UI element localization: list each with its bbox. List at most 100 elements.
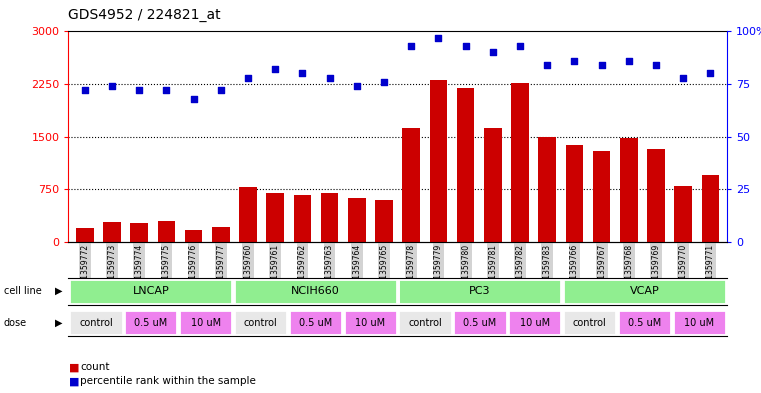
Bar <box>266 193 284 242</box>
Point <box>378 79 390 85</box>
Text: 10 uM: 10 uM <box>684 318 715 328</box>
Text: 10 uM: 10 uM <box>355 318 385 328</box>
Bar <box>348 198 366 242</box>
Bar <box>620 138 638 242</box>
Text: GSM1359775: GSM1359775 <box>162 244 171 295</box>
Text: GSM1359770: GSM1359770 <box>679 244 688 295</box>
Text: ▶: ▶ <box>55 286 62 296</box>
Bar <box>403 128 420 242</box>
Point <box>323 75 336 81</box>
Text: PC3: PC3 <box>469 286 491 296</box>
Bar <box>484 128 501 242</box>
Bar <box>343 310 396 335</box>
Text: dose: dose <box>4 318 27 328</box>
Text: GSM1359780: GSM1359780 <box>461 244 470 295</box>
Bar <box>212 227 230 242</box>
Point <box>596 62 608 68</box>
Point <box>705 70 717 77</box>
Bar <box>321 193 339 242</box>
Text: GSM1359778: GSM1359778 <box>406 244 416 295</box>
Bar <box>673 310 726 335</box>
Text: control: control <box>573 318 607 328</box>
Point <box>622 58 635 64</box>
Bar <box>179 310 232 335</box>
Bar <box>399 310 452 335</box>
Text: GSM1359771: GSM1359771 <box>706 244 715 295</box>
Point <box>460 43 472 49</box>
Bar <box>429 81 447 242</box>
Text: NCIH660: NCIH660 <box>291 286 339 296</box>
Point <box>514 43 526 49</box>
Text: 0.5 uM: 0.5 uM <box>299 318 332 328</box>
Text: GSM1359763: GSM1359763 <box>325 244 334 295</box>
Text: GSM1359760: GSM1359760 <box>244 244 253 295</box>
Bar <box>185 230 202 242</box>
Point <box>296 70 308 77</box>
Text: GSM1359765: GSM1359765 <box>380 244 389 295</box>
Text: GSM1359783: GSM1359783 <box>543 244 552 295</box>
Text: 10 uM: 10 uM <box>520 318 550 328</box>
Bar <box>674 185 692 242</box>
Text: GSM1359769: GSM1359769 <box>651 244 661 295</box>
Point <box>650 62 662 68</box>
Text: GSM1359767: GSM1359767 <box>597 244 606 295</box>
Point <box>269 66 282 72</box>
Bar <box>454 310 507 335</box>
Text: ▶: ▶ <box>55 318 62 328</box>
Text: 10 uM: 10 uM <box>190 318 221 328</box>
Text: ■: ■ <box>69 376 80 386</box>
Point <box>568 58 581 64</box>
Text: GSM1359782: GSM1359782 <box>515 244 524 295</box>
Text: percentile rank within the sample: percentile rank within the sample <box>80 376 256 386</box>
Bar <box>399 279 562 303</box>
Point <box>677 75 689 81</box>
Text: GSM1359776: GSM1359776 <box>189 244 198 295</box>
Point <box>541 62 553 68</box>
Point <box>106 83 118 89</box>
Bar <box>538 136 556 242</box>
Point <box>242 75 254 81</box>
Text: GDS4952 / 224821_at: GDS4952 / 224821_at <box>68 7 221 22</box>
Point <box>487 49 499 55</box>
Text: 0.5 uM: 0.5 uM <box>134 318 167 328</box>
Text: 0.5 uM: 0.5 uM <box>463 318 496 328</box>
Bar <box>647 149 665 242</box>
Bar <box>563 310 616 335</box>
Bar <box>103 222 121 242</box>
Bar <box>565 145 583 242</box>
Bar <box>158 220 175 242</box>
Text: LNCAP: LNCAP <box>132 286 169 296</box>
Bar <box>375 200 393 242</box>
Text: GSM1359774: GSM1359774 <box>135 244 144 295</box>
Text: control: control <box>244 318 277 328</box>
Point <box>187 95 199 102</box>
Bar <box>563 279 726 303</box>
Point <box>78 87 91 94</box>
Bar <box>288 310 342 335</box>
Bar <box>76 228 94 242</box>
Text: GSM1359781: GSM1359781 <box>489 244 498 295</box>
Text: VCAP: VCAP <box>629 286 659 296</box>
Bar <box>234 279 396 303</box>
Text: ■: ■ <box>69 362 80 373</box>
Bar <box>294 195 311 242</box>
Text: count: count <box>80 362 110 373</box>
Text: control: control <box>408 318 442 328</box>
Point <box>133 87 145 94</box>
Text: 0.5 uM: 0.5 uM <box>628 318 661 328</box>
Bar <box>618 310 671 335</box>
Bar <box>593 151 610 242</box>
Text: cell line: cell line <box>4 286 42 296</box>
Text: GSM1359773: GSM1359773 <box>107 244 116 295</box>
Text: GSM1359764: GSM1359764 <box>352 244 361 295</box>
Bar <box>69 310 123 335</box>
Text: GSM1359777: GSM1359777 <box>216 244 225 295</box>
Bar <box>457 88 474 242</box>
Text: GSM1359762: GSM1359762 <box>298 244 307 295</box>
Text: GSM1359772: GSM1359772 <box>81 244 89 295</box>
Point <box>432 35 444 41</box>
Text: GSM1359768: GSM1359768 <box>624 244 633 295</box>
Text: control: control <box>79 318 113 328</box>
Bar <box>511 83 529 242</box>
Bar <box>234 310 287 335</box>
